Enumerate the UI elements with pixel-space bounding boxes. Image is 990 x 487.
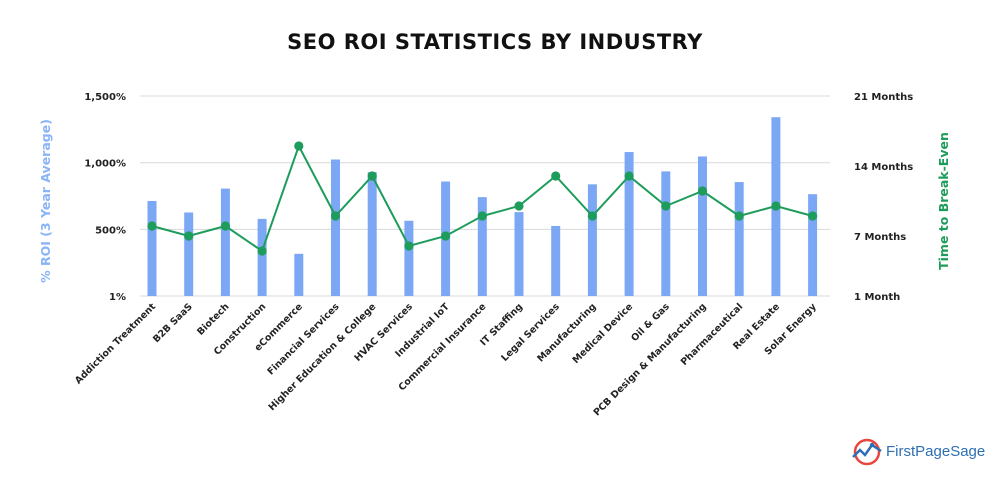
bar-series xyxy=(147,117,818,296)
line-series xyxy=(147,141,818,256)
roi-bar xyxy=(294,253,304,296)
roi-bar xyxy=(257,218,267,296)
brand-logo: FirstPageSage xyxy=(850,437,985,469)
roi-bar xyxy=(587,184,597,296)
roi-bar xyxy=(220,188,230,296)
y2-tick-label: 1 Month xyxy=(854,292,900,303)
break-even-point xyxy=(624,171,634,181)
break-even-point xyxy=(441,231,451,241)
break-even-point xyxy=(808,211,818,221)
y-tick-label: 1,000% xyxy=(84,159,126,170)
break-even-point xyxy=(697,186,708,196)
category-label: Biotech xyxy=(195,301,232,338)
category-label: B2B SaaS xyxy=(151,301,195,345)
break-even-point xyxy=(587,211,598,221)
roi-bar xyxy=(404,220,414,296)
y2-tick-label: 14 Months xyxy=(854,162,913,173)
tick-labels: 1% 500% 1,000% 1,500% 1 Month 7 Months 14 Mont… xyxy=(84,92,913,303)
roi-bar xyxy=(661,171,671,296)
category-label: Pharmaceutical xyxy=(679,301,746,368)
y-tick-label: 1% xyxy=(109,292,126,303)
roi-bar xyxy=(551,225,561,296)
y-tick-label: 500% xyxy=(95,225,126,236)
break-even-point xyxy=(734,211,744,221)
roi-bar xyxy=(698,156,707,296)
roi-bar xyxy=(331,159,340,296)
break-even-point xyxy=(294,141,304,151)
y2-tick-label: 21 Months xyxy=(854,92,913,103)
y-tick-label: 1,500% xyxy=(84,92,126,103)
roi-bar xyxy=(514,212,524,296)
roi-bar xyxy=(624,152,634,296)
roi-bar xyxy=(734,182,744,296)
category-label: Financial Services xyxy=(265,301,341,377)
category-label: Addiction Treatment xyxy=(73,301,158,386)
roi-bar xyxy=(477,197,487,296)
first-page-sage-logo-icon xyxy=(852,438,882,466)
break-even-point xyxy=(220,221,230,231)
break-even-point xyxy=(477,211,487,221)
roi-bar xyxy=(147,201,157,296)
break-even-point xyxy=(257,246,267,256)
break-even-point xyxy=(367,171,377,181)
break-even-point xyxy=(404,241,414,251)
roi-bar xyxy=(367,172,377,296)
break-even-point xyxy=(330,211,341,221)
roi-bar xyxy=(808,194,818,296)
break-even-point xyxy=(514,201,524,211)
chart-title: SEO ROI STATISTICS BY INDUSTRY xyxy=(287,30,703,54)
roi-bar xyxy=(184,212,194,296)
break-even-point xyxy=(661,201,671,211)
break-even-point xyxy=(551,171,561,181)
y-axis-title: % ROI (3 Year Average) xyxy=(38,119,53,283)
break-even-point xyxy=(184,231,194,241)
break-even-point xyxy=(771,201,781,211)
break-even-point xyxy=(147,221,157,231)
brand-name: FirstPageSage xyxy=(886,443,986,460)
y2-tick-label: 7 Months xyxy=(854,232,906,243)
y2-axis-title: Time to Break-Even xyxy=(936,132,951,270)
